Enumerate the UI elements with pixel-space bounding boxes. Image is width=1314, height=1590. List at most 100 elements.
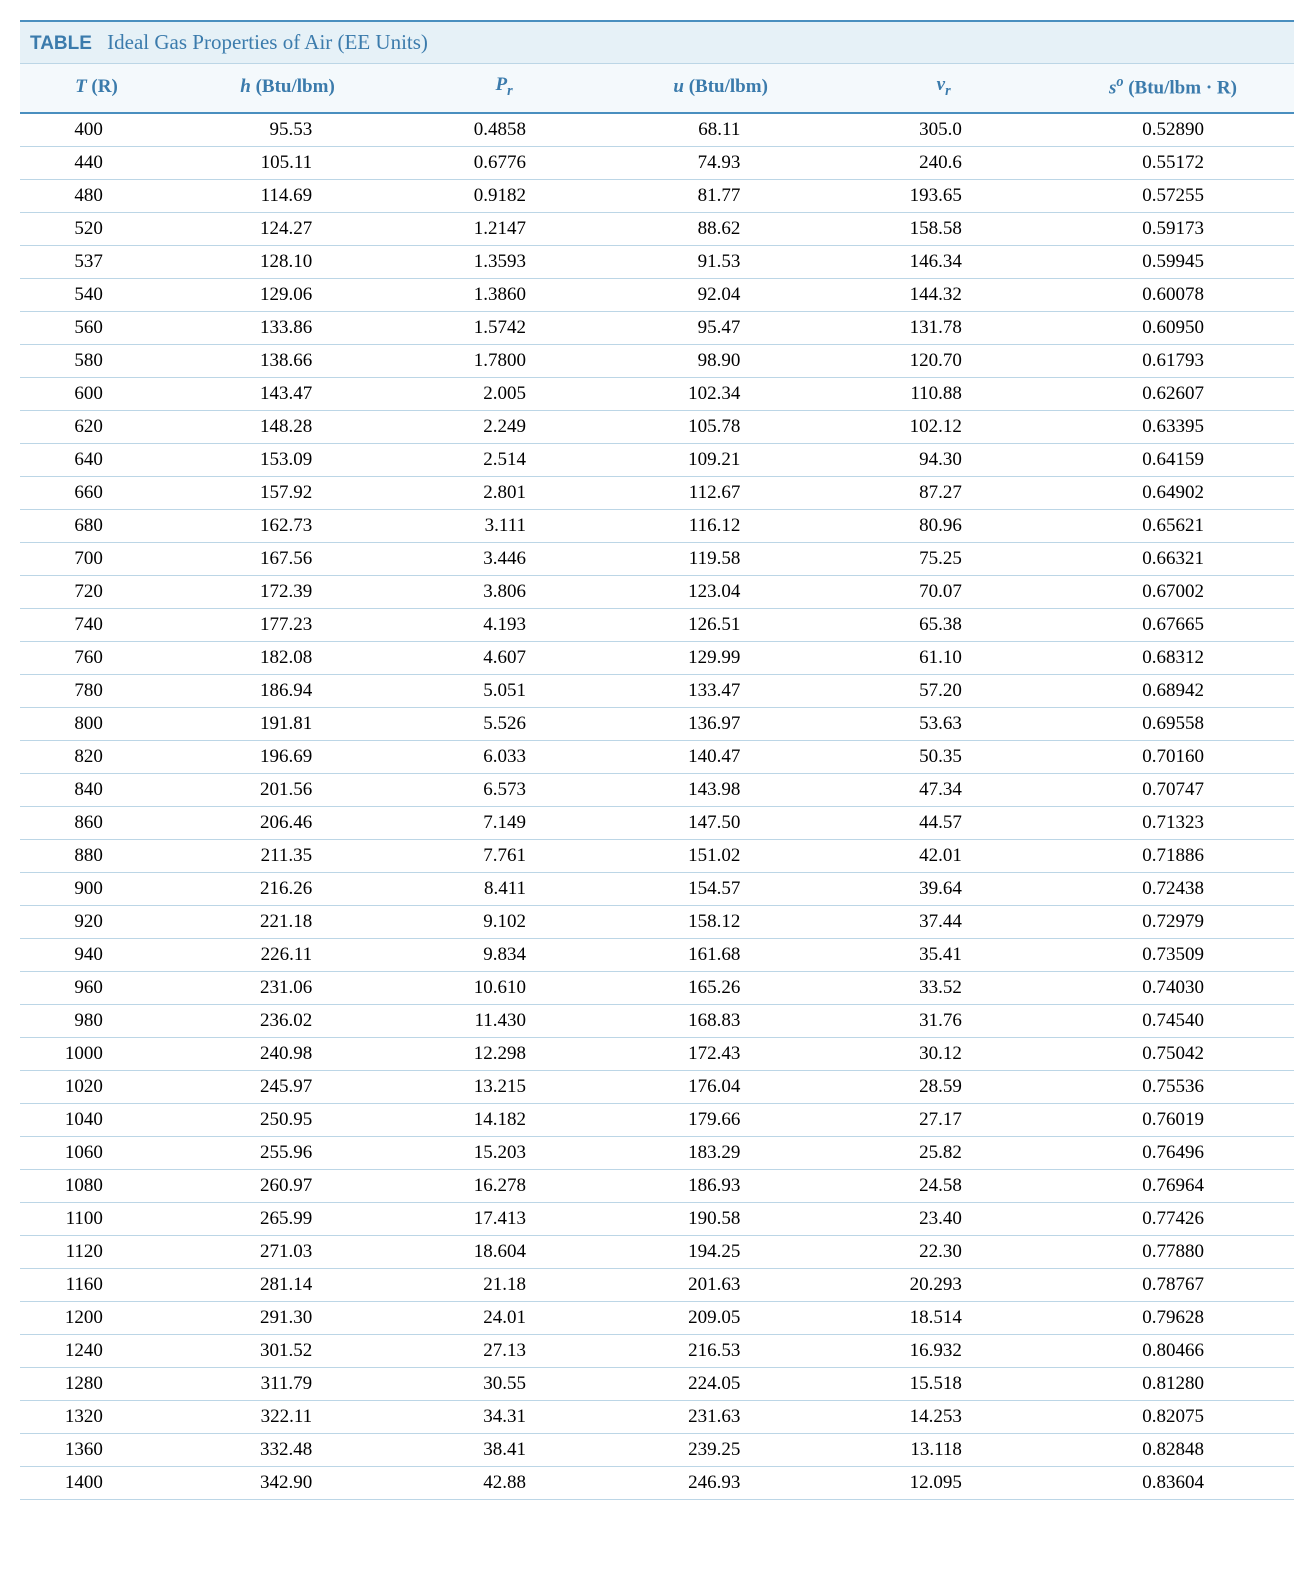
table-row: 800191.815.526136.9753.630.69558: [20, 707, 1294, 740]
table-cell: 129.06: [173, 278, 402, 311]
table-cell: 65.38: [835, 608, 1052, 641]
table-cell: 123.04: [606, 575, 835, 608]
table-cell: 131.78: [835, 311, 1052, 344]
table-cell: 0.82848: [1052, 1433, 1294, 1466]
table-cell: 780: [20, 674, 173, 707]
table-cell: 1.5742: [402, 311, 606, 344]
table-cell: 151.02: [606, 839, 835, 872]
table-cell: 1.3860: [402, 278, 606, 311]
table-row: 1240301.5227.13216.5316.9320.80466: [20, 1334, 1294, 1367]
table-cell: 33.52: [835, 971, 1052, 1004]
table-cell: 271.03: [173, 1235, 402, 1268]
table-cell: 0.70160: [1052, 740, 1294, 773]
table-title: Ideal Gas Properties of Air (EE Units): [107, 30, 428, 54]
table-cell: 720: [20, 575, 173, 608]
table-cell: 95.47: [606, 311, 835, 344]
table-row: 1060255.9615.203183.2925.820.76496: [20, 1136, 1294, 1169]
table-cell: 28.59: [835, 1070, 1052, 1103]
table-cell: 128.10: [173, 245, 402, 278]
table-cell: 537: [20, 245, 173, 278]
table-cell: 190.58: [606, 1202, 835, 1235]
table-cell: 102.12: [835, 410, 1052, 443]
table-row: 920221.189.102158.1237.440.72979: [20, 905, 1294, 938]
table-cell: 239.25: [606, 1433, 835, 1466]
table-row: 980236.0211.430168.8331.760.74540: [20, 1004, 1294, 1037]
table-row: 440105.110.677674.93240.60.55172: [20, 146, 1294, 179]
table-cell: 176.04: [606, 1070, 835, 1103]
table-cell: 191.81: [173, 707, 402, 740]
table-cell: 116.12: [606, 509, 835, 542]
table-cell: 1.7800: [402, 344, 606, 377]
table-cell: 0.76019: [1052, 1103, 1294, 1136]
table-cell: 105.11: [173, 146, 402, 179]
table-cell: 265.99: [173, 1202, 402, 1235]
table-cell: 860: [20, 806, 173, 839]
table-cell: 9.834: [402, 938, 606, 971]
table-cell: 183.29: [606, 1136, 835, 1169]
table-cell: 231.63: [606, 1400, 835, 1433]
table-cell: 172.39: [173, 575, 402, 608]
table-cell: 119.58: [606, 542, 835, 575]
table-cell: 301.52: [173, 1334, 402, 1367]
table-row: 1200291.3024.01209.0518.5140.79628: [20, 1301, 1294, 1334]
table-row: 1400342.9042.88246.9312.0950.83604: [20, 1466, 1294, 1499]
table-cell: 0.60078: [1052, 278, 1294, 311]
table-cell: 920: [20, 905, 173, 938]
table-cell: 162.73: [173, 509, 402, 542]
table-cell: 95.53: [173, 113, 402, 147]
table-row: 1000240.9812.298172.4330.120.75042: [20, 1037, 1294, 1070]
table-cell: 0.79628: [1052, 1301, 1294, 1334]
table-cell: 0.64159: [1052, 443, 1294, 476]
table-cell: 27.13: [402, 1334, 606, 1367]
table-cell: 216.26: [173, 872, 402, 905]
table-cell: 201.63: [606, 1268, 835, 1301]
table-cell: 75.25: [835, 542, 1052, 575]
table-cell: 980: [20, 1004, 173, 1037]
table-cell: 0.62607: [1052, 377, 1294, 410]
table-cell: 800: [20, 707, 173, 740]
table-cell: 44.57: [835, 806, 1052, 839]
table-cell: 20.293: [835, 1268, 1052, 1301]
table-cell: 201.56: [173, 773, 402, 806]
table-cell: 81.77: [606, 179, 835, 212]
table-row: 40095.530.485868.11305.00.52890: [20, 113, 1294, 147]
table-cell: 0.82075: [1052, 1400, 1294, 1433]
table-cell: 16.932: [835, 1334, 1052, 1367]
table-cell: 0.9182: [402, 179, 606, 212]
table-cell: 1280: [20, 1367, 173, 1400]
table-row: 740177.234.193126.5165.380.67665: [20, 608, 1294, 641]
table-cell: 0.6776: [402, 146, 606, 179]
table-cell: 112.67: [606, 476, 835, 509]
table-cell: 640: [20, 443, 173, 476]
table-cell: 0.59945: [1052, 245, 1294, 278]
table-cell: 2.801: [402, 476, 606, 509]
table-cell: 157.92: [173, 476, 402, 509]
table-cell: 600: [20, 377, 173, 410]
table-cell: 102.34: [606, 377, 835, 410]
table-cell: 1040: [20, 1103, 173, 1136]
table-cell: 6.033: [402, 740, 606, 773]
table-cell: 87.27: [835, 476, 1052, 509]
table-cell: 0.4858: [402, 113, 606, 147]
table-cell: 311.79: [173, 1367, 402, 1400]
table-cell: 880: [20, 839, 173, 872]
table-cell: 240.6: [835, 146, 1052, 179]
table-cell: 0.65621: [1052, 509, 1294, 542]
table-cell: 620: [20, 410, 173, 443]
table-body: 40095.530.485868.11305.00.52890440105.11…: [20, 113, 1294, 1500]
table-row: 760182.084.607129.9961.100.68312: [20, 641, 1294, 674]
col-header-h: h (Btu/lbm): [173, 64, 402, 113]
table-cell: 6.573: [402, 773, 606, 806]
table-cell: 206.46: [173, 806, 402, 839]
table-cell: 440: [20, 146, 173, 179]
table-cell: 250.95: [173, 1103, 402, 1136]
table-row: 880211.357.761151.0242.010.71886: [20, 839, 1294, 872]
table-cell: 2.005: [402, 377, 606, 410]
table-cell: 74.93: [606, 146, 835, 179]
table-cell: 68.11: [606, 113, 835, 147]
table-cell: 8.411: [402, 872, 606, 905]
table-cell: 94.30: [835, 443, 1052, 476]
table-cell: 560: [20, 311, 173, 344]
table-row: 480114.690.918281.77193.650.57255: [20, 179, 1294, 212]
table-cell: 186.93: [606, 1169, 835, 1202]
